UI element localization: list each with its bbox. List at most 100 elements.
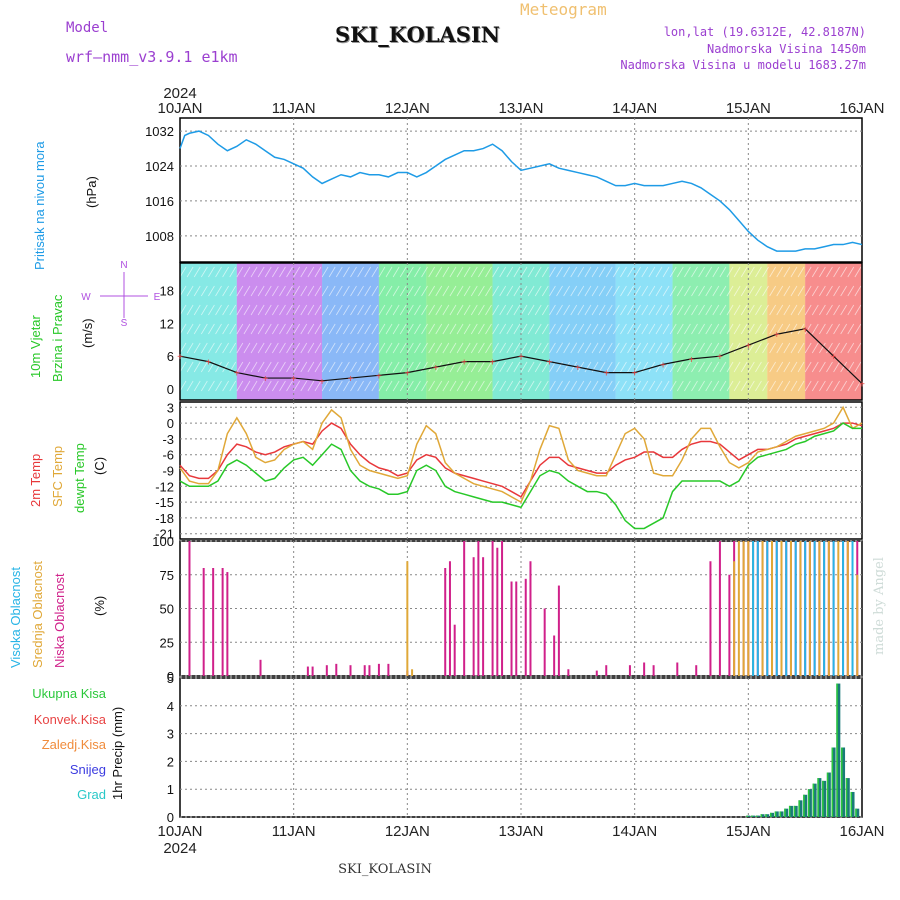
wind-barb (726, 304, 734, 316)
wind-barb (435, 380, 443, 392)
wind-barb (669, 380, 677, 392)
wind-barb (613, 361, 620, 373)
wind-barb (847, 266, 855, 278)
wind-barb (257, 285, 265, 297)
precip-rain-bar (850, 791, 853, 817)
wind-barb (499, 304, 507, 316)
wind-barb (762, 323, 769, 335)
wind-barb (343, 285, 350, 297)
wind-barb (243, 304, 251, 316)
wind-barb (385, 285, 393, 297)
wind-barb (783, 361, 791, 373)
wind-barb (613, 266, 620, 278)
wind-barb (343, 380, 350, 392)
wind-speed-point: + (433, 363, 439, 374)
wind-barb (215, 361, 222, 373)
wind-barb (847, 380, 855, 392)
wind-barb (790, 361, 798, 373)
wind-barb (776, 266, 784, 278)
wind-barb (556, 285, 563, 297)
y-tick-label: 2 (167, 754, 174, 769)
precip-bar (836, 683, 841, 817)
wind-barb (691, 266, 698, 278)
wind-barb (215, 285, 222, 297)
wind-barb (463, 342, 471, 354)
wind-barb (733, 266, 741, 278)
precip-rain-bar (826, 772, 829, 817)
wind-barb (385, 304, 393, 316)
wind-barb (414, 361, 421, 373)
wind-barb (598, 304, 606, 316)
wind-barb (676, 285, 684, 297)
wind-speed-point: + (575, 363, 581, 374)
wind-barb (371, 342, 379, 354)
cloud-bar (335, 663, 338, 676)
wind-barb (257, 304, 265, 316)
wind-barb (193, 361, 201, 373)
wind-barb (506, 361, 514, 373)
wind-barb (314, 361, 322, 373)
wind-barb (676, 323, 684, 335)
bottom-year-label: 2024 (163, 840, 196, 857)
wind-barb (563, 342, 570, 354)
wind-barb (492, 323, 499, 335)
wind-barb (399, 323, 407, 335)
wind-barb (350, 304, 357, 316)
wind-barb (627, 342, 634, 354)
wind-barb (634, 342, 642, 354)
wind-barb (215, 380, 222, 392)
y-tick-label: -15 (155, 495, 174, 510)
snow-label: Snijeg (69, 762, 106, 777)
wind-barb (712, 304, 720, 316)
wind-barb (541, 342, 549, 354)
wind-barb (208, 380, 215, 392)
wind-barb (470, 323, 478, 335)
wind-speed-point: + (461, 358, 467, 369)
wind-barb (286, 304, 293, 316)
pressure-line (179, 130, 863, 252)
wind-barb (534, 285, 542, 297)
wind-barb (335, 304, 343, 316)
wind-barb (421, 304, 428, 316)
wind-barb (300, 380, 308, 392)
wind-barb (350, 361, 357, 373)
wind-barb (307, 361, 315, 373)
wind-barb (605, 285, 613, 297)
total-rain-label: Ukupna Kisa (32, 686, 106, 701)
wind-barb (655, 304, 663, 316)
dewpt-line (179, 422, 862, 530)
bottom-time-label: 15JAN (726, 823, 771, 840)
wind-barb (179, 342, 187, 354)
wind-barb (613, 342, 620, 354)
wind-barb (733, 380, 741, 392)
y-tick-label: 5 (167, 671, 174, 686)
wind-barb (705, 380, 713, 392)
wind-barb (534, 266, 542, 278)
wind-barb (421, 342, 428, 354)
wind-barb (364, 342, 372, 354)
wind-barb (456, 266, 464, 278)
cloud-bar (524, 578, 527, 676)
wind-barb (449, 380, 457, 392)
wind-barb (193, 342, 201, 354)
wind-barb (421, 380, 428, 392)
wind-barb (676, 266, 684, 278)
wind-barb (762, 380, 769, 392)
wind-barb (826, 266, 833, 278)
wind-barb (669, 285, 677, 297)
wind-barb (563, 304, 570, 316)
precip-rain-bar (784, 808, 786, 817)
wind-barb (854, 361, 862, 373)
wind-rose-letter: S (121, 318, 128, 329)
wind-barb (414, 342, 421, 354)
wind-barb (577, 323, 585, 335)
wind-barb (222, 380, 229, 392)
wind-barb (371, 361, 379, 373)
wind-barb (414, 285, 421, 297)
wind-barb (811, 266, 819, 278)
wind-barb (776, 285, 784, 297)
wind-barb (364, 380, 372, 392)
wind-barb (726, 323, 734, 335)
wind-barb (300, 323, 308, 335)
wind-barb (620, 304, 627, 316)
